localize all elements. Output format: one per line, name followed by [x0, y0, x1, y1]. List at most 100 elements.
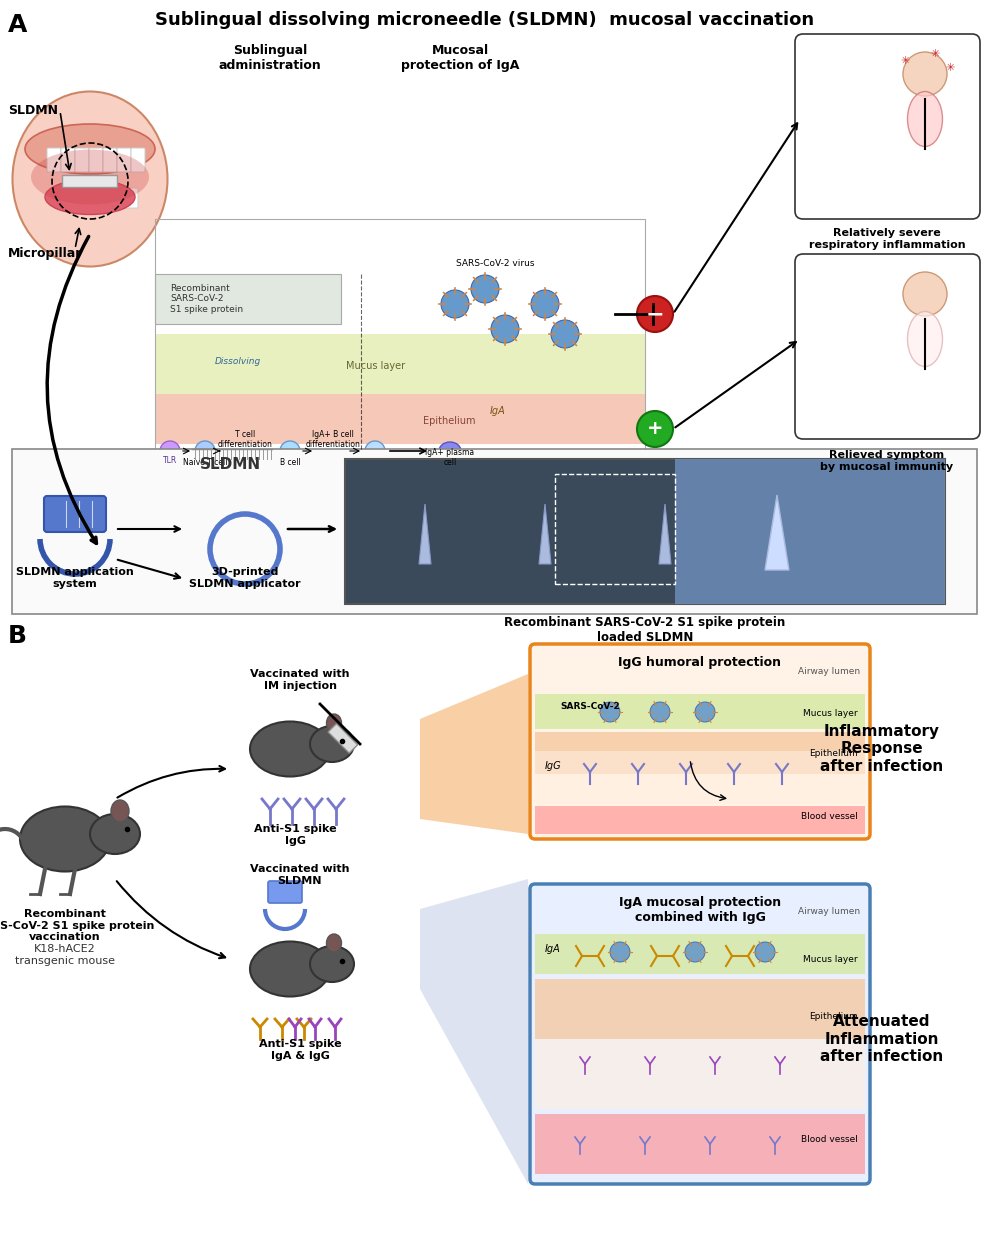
Text: Vaccinated with
SLDMN: Vaccinated with SLDMN — [250, 865, 350, 886]
Polygon shape — [659, 504, 671, 564]
Bar — [535, 979, 865, 1040]
Circle shape — [695, 703, 715, 722]
Ellipse shape — [908, 311, 943, 367]
Text: Recombinant
SARS-CoV-2 S1 spike protein
vaccination: Recombinant SARS-CoV-2 S1 spike protein … — [0, 909, 154, 942]
Circle shape — [600, 703, 620, 722]
FancyBboxPatch shape — [124, 188, 138, 208]
Circle shape — [903, 273, 947, 316]
Circle shape — [685, 942, 705, 961]
Polygon shape — [419, 504, 431, 564]
Ellipse shape — [250, 942, 330, 996]
FancyBboxPatch shape — [89, 147, 103, 172]
Bar — [535, 732, 865, 774]
Circle shape — [610, 942, 630, 961]
Text: Sublingual dissolving microneedle (SLDMN)  mucosal vaccination: Sublingual dissolving microneedle (SLDMN… — [155, 11, 814, 28]
FancyBboxPatch shape — [117, 147, 131, 172]
Text: Anti-S1 spike
IgG: Anti-S1 spike IgG — [254, 824, 336, 846]
FancyBboxPatch shape — [103, 147, 117, 172]
Polygon shape — [420, 878, 528, 1184]
Text: SLDMN: SLDMN — [8, 104, 58, 118]
FancyBboxPatch shape — [131, 147, 145, 172]
Text: Relieved symptom
by mucosal immunity: Relieved symptom by mucosal immunity — [821, 450, 953, 472]
FancyBboxPatch shape — [795, 33, 980, 219]
Text: Mucus layer: Mucus layer — [803, 709, 858, 717]
Ellipse shape — [111, 800, 129, 821]
Bar — [155, 219, 645, 449]
Text: SLDMN: SLDMN — [200, 457, 260, 472]
FancyBboxPatch shape — [54, 188, 68, 208]
FancyBboxPatch shape — [795, 254, 980, 439]
Ellipse shape — [90, 814, 140, 854]
Ellipse shape — [908, 92, 943, 146]
Text: Recombinant
SARS-CoV-2
S1 spike protein: Recombinant SARS-CoV-2 S1 spike protein — [170, 284, 243, 313]
Circle shape — [551, 320, 579, 348]
FancyBboxPatch shape — [530, 883, 870, 1184]
Text: TLR: TLR — [163, 456, 177, 465]
Circle shape — [491, 315, 519, 343]
Bar — [535, 807, 865, 834]
FancyBboxPatch shape — [82, 188, 96, 208]
FancyBboxPatch shape — [268, 881, 302, 903]
Text: IgA+ plasma
cell: IgA+ plasma cell — [425, 447, 475, 467]
Circle shape — [755, 942, 775, 961]
Polygon shape — [420, 674, 528, 834]
Bar — [535, 934, 865, 974]
Bar — [535, 1040, 865, 1109]
Text: Epithelium: Epithelium — [809, 750, 858, 758]
Bar — [155, 394, 645, 444]
Text: Inflammatory
Response
after infection: Inflammatory Response after infection — [820, 724, 944, 774]
Text: K18-hACE2
transgenic mouse: K18-hACE2 transgenic mouse — [15, 944, 115, 965]
Bar — [328, 724, 358, 753]
Text: Epithelium: Epithelium — [422, 416, 476, 426]
Circle shape — [650, 703, 670, 722]
Text: −: − — [646, 304, 665, 325]
Text: IgG: IgG — [545, 761, 562, 771]
Text: Recombinant SARS-CoV-2 S1 spike protein
loaded SLDMN: Recombinant SARS-CoV-2 S1 spike protein … — [504, 616, 785, 644]
Text: Airway lumen: Airway lumen — [798, 907, 860, 916]
Ellipse shape — [250, 721, 330, 777]
Text: IgA+ B cell
differentiation: IgA+ B cell differentiation — [306, 430, 360, 449]
Text: Mucosal
protection of IgA: Mucosal protection of IgA — [401, 45, 519, 72]
Text: Blood vessel: Blood vessel — [801, 1135, 858, 1144]
Text: B: B — [8, 624, 27, 648]
Bar — [345, 458, 945, 603]
Ellipse shape — [326, 714, 341, 732]
Text: Attenuated
Inflammation
after infection: Attenuated Inflammation after infection — [820, 1014, 944, 1064]
Circle shape — [531, 290, 559, 318]
Circle shape — [195, 441, 215, 461]
Text: ✳: ✳ — [931, 50, 940, 59]
Bar — [12, 449, 977, 615]
Circle shape — [637, 411, 673, 447]
Circle shape — [471, 275, 499, 304]
Text: Anti-S1 spike
IgA & IgG: Anti-S1 spike IgA & IgG — [259, 1040, 341, 1061]
Text: IgA: IgA — [545, 944, 561, 954]
FancyBboxPatch shape — [110, 188, 124, 208]
Text: ✳: ✳ — [900, 56, 910, 66]
Ellipse shape — [20, 807, 110, 871]
Ellipse shape — [310, 726, 354, 762]
FancyBboxPatch shape — [96, 188, 110, 208]
FancyBboxPatch shape — [75, 147, 89, 172]
Bar — [535, 1114, 865, 1175]
Bar — [155, 335, 645, 394]
Text: IgG humoral protection: IgG humoral protection — [618, 655, 781, 669]
Bar — [555, 475, 675, 584]
Text: IgA mucosal protection
combined with IgG: IgA mucosal protection combined with IgG — [619, 896, 781, 924]
FancyBboxPatch shape — [47, 147, 61, 172]
Text: Blood vessel: Blood vessel — [801, 812, 858, 821]
Bar — [155, 274, 341, 325]
Text: Mucus layer: Mucus layer — [803, 955, 858, 964]
Text: Epithelium: Epithelium — [809, 1012, 858, 1021]
Text: 3D-printed
SLDMN applicator: 3D-printed SLDMN applicator — [189, 567, 301, 589]
Text: +: + — [647, 420, 664, 439]
FancyBboxPatch shape — [530, 644, 870, 839]
Text: ✳: ✳ — [945, 63, 954, 73]
Ellipse shape — [310, 947, 354, 983]
Text: Relatively severe
respiratory inflammation: Relatively severe respiratory inflammati… — [809, 228, 965, 250]
Text: Mucus layer: Mucus layer — [346, 361, 405, 370]
Polygon shape — [765, 496, 789, 570]
Bar — [675, 458, 945, 603]
Ellipse shape — [45, 180, 135, 214]
Text: Naive T cell: Naive T cell — [183, 458, 227, 467]
Circle shape — [637, 296, 673, 332]
